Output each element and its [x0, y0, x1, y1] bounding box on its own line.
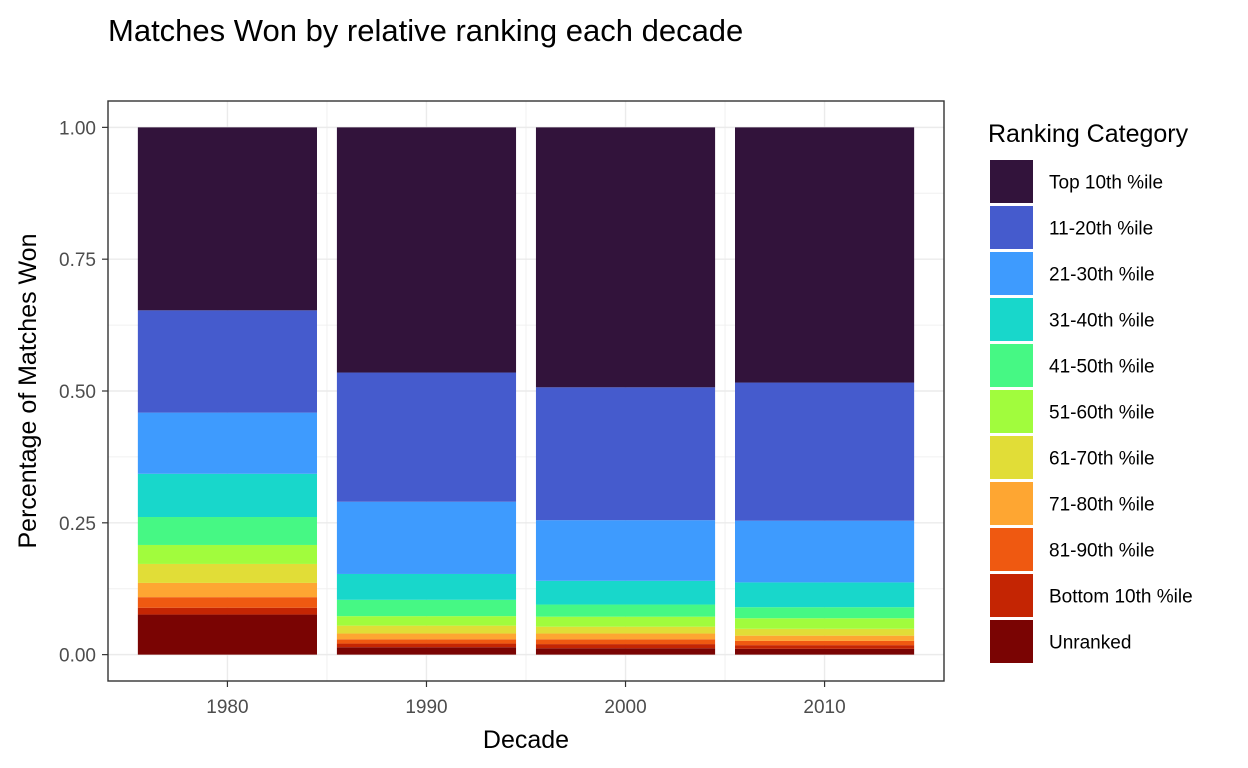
y-tick-label: 1.00 — [59, 118, 96, 139]
bar-segment — [735, 127, 915, 383]
legend-item: 11-20th %ile — [990, 206, 1153, 249]
x-tick-label: 2010 — [803, 697, 845, 718]
y-tick-label: 0.00 — [59, 646, 96, 667]
legend-key — [990, 344, 1033, 387]
legend-label: 71-80th %ile — [1049, 495, 1155, 516]
bar-segment — [336, 647, 517, 655]
legend-label: 21-30th %ile — [1049, 265, 1155, 286]
legend-key — [990, 574, 1033, 617]
y-tick-label: 0.50 — [59, 382, 96, 403]
bar-segment — [137, 412, 317, 474]
legend-item: Unranked — [990, 620, 1131, 663]
legend-item: 31-40th %ile — [990, 298, 1155, 341]
bar-segment — [137, 563, 317, 583]
bar-segment — [535, 633, 716, 640]
bar-segment — [535, 127, 716, 388]
bar-segment — [137, 544, 317, 564]
bar-segment — [336, 625, 517, 634]
legend-label: Bottom 10th %ile — [1049, 587, 1193, 608]
legend-key — [990, 528, 1033, 571]
bar-stack-2000 — [535, 127, 716, 655]
bar-segment — [735, 582, 915, 608]
bar-segment — [535, 580, 716, 605]
bar-segment — [535, 604, 716, 617]
legend-label: 41-50th %ile — [1049, 357, 1155, 378]
bar-segment — [535, 616, 716, 627]
bar-segment — [535, 626, 716, 634]
bar-segment — [137, 310, 317, 413]
bar-segment — [137, 597, 317, 608]
legend-item: 51-60th %ile — [990, 390, 1155, 433]
chart-title: Matches Won by relative ranking each dec… — [108, 13, 743, 48]
bar-segment — [137, 517, 317, 545]
legend-key — [990, 206, 1033, 249]
x-tick-label: 2000 — [604, 697, 646, 718]
bar-segment — [535, 644, 716, 649]
legend-label: Unranked — [1049, 633, 1131, 654]
legend: Ranking Category Top 10th %ile 11-20th %i… — [988, 120, 1193, 663]
bar-segment — [535, 387, 716, 521]
bar-stack-1980 — [137, 127, 317, 655]
legend-title: Ranking Category — [988, 120, 1189, 148]
bar-segment — [336, 372, 517, 502]
legend-key — [990, 620, 1033, 663]
bar-segment — [735, 618, 915, 629]
bar-segment — [735, 628, 915, 636]
bar-segment — [137, 614, 317, 655]
bar-segment — [735, 648, 915, 655]
bar-segment — [735, 520, 915, 583]
bar-segment — [137, 582, 317, 598]
x-tick-label: 1980 — [206, 697, 248, 718]
legend-label: 61-70th %ile — [1049, 449, 1155, 470]
legend-item: 71-80th %ile — [990, 482, 1155, 525]
bar-segment — [735, 640, 915, 646]
legend-item: 41-50th %ile — [990, 344, 1155, 387]
bar-segment — [336, 127, 517, 373]
bar-segment — [336, 643, 517, 648]
legend-label: 11-20th %ile — [1049, 219, 1153, 240]
bar-stack-2010 — [735, 127, 915, 655]
legend-key — [990, 298, 1033, 341]
bar-segment — [336, 573, 517, 600]
legend-label: 81-90th %ile — [1049, 541, 1155, 562]
legend-key — [990, 482, 1033, 525]
legend-key — [990, 436, 1033, 479]
bar-segment — [535, 648, 716, 655]
legend-label: 31-40th %ile — [1049, 311, 1155, 332]
legend-item: Top 10th %ile — [990, 160, 1163, 203]
legend-label: Top 10th %ile — [1049, 173, 1163, 194]
legend-item: Bottom 10th %ile — [990, 574, 1193, 617]
bar-segment — [137, 127, 317, 311]
legend-label: 51-60th %ile — [1049, 403, 1155, 424]
bar-segment — [336, 633, 517, 640]
bar-segment — [735, 382, 915, 521]
bar-segment — [336, 501, 517, 574]
y-tick-label: 0.75 — [59, 250, 96, 271]
bar-segment — [137, 473, 317, 518]
bar-segment — [137, 607, 317, 615]
x-tick-label: 1990 — [405, 697, 447, 718]
legend-key — [990, 160, 1033, 203]
bar-segment — [735, 645, 915, 649]
legend-key — [990, 390, 1033, 433]
legend-item: 21-30th %ile — [990, 252, 1155, 295]
bar-segment — [535, 520, 716, 581]
bar-segment — [535, 639, 716, 645]
plot-area: 0.00 0.25 0.50 0.75 1.00 1980 1990 2000 2010 — [59, 100, 945, 718]
x-axis-title: Decade — [483, 726, 569, 754]
legend-key — [990, 252, 1033, 295]
bar-stack-1990 — [336, 127, 517, 655]
legend-item: 81-90th %ile — [990, 528, 1155, 571]
y-tick-label: 0.25 — [59, 514, 96, 535]
bar-segment — [336, 599, 517, 617]
y-axis-title: Percentage of Matches Won — [14, 234, 42, 549]
bar-segment — [735, 635, 915, 641]
legend-item: 61-70th %ile — [990, 436, 1155, 479]
bar-segment — [735, 607, 915, 619]
bar-segment — [336, 616, 517, 626]
bar-segment — [336, 639, 517, 644]
